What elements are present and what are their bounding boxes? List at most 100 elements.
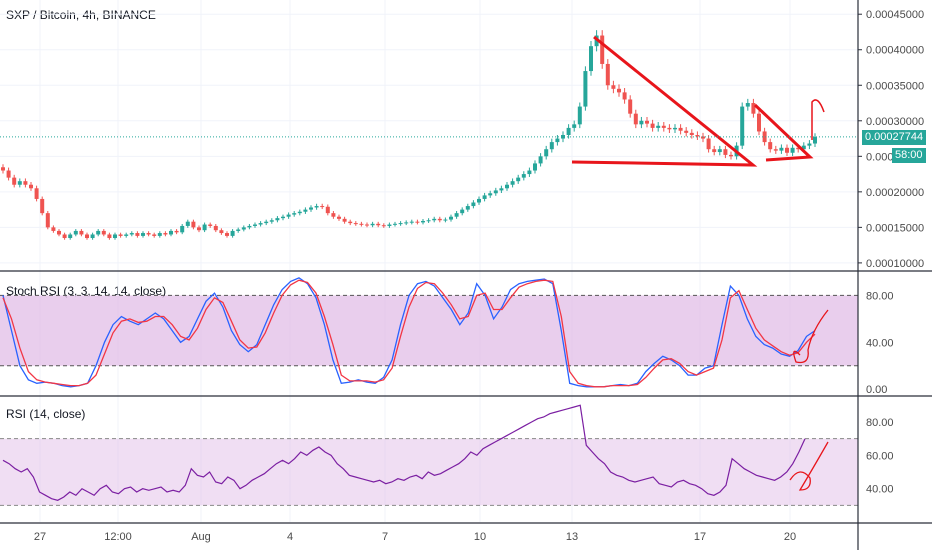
candle-body bbox=[40, 198, 45, 214]
candle-body bbox=[118, 234, 123, 236]
candle-body bbox=[309, 207, 313, 210]
candle-body bbox=[241, 227, 246, 230]
arrow-sketch-main bbox=[811, 99, 825, 140]
candle-body bbox=[281, 216, 285, 219]
candle-body bbox=[191, 221, 196, 228]
candle-body bbox=[258, 223, 263, 225]
candle-body bbox=[208, 224, 213, 226]
candle-body bbox=[409, 221, 414, 223]
candle-body bbox=[342, 218, 347, 222]
candle-body bbox=[684, 130, 689, 133]
y-tick-label: 0.00015000 bbox=[866, 222, 924, 234]
candle-body bbox=[505, 184, 509, 189]
candle-body bbox=[622, 92, 627, 100]
candle-body bbox=[701, 136, 705, 139]
rsi-y-tick-label: 40.00 bbox=[866, 484, 894, 496]
candle-body bbox=[633, 113, 638, 125]
candle-body bbox=[656, 125, 661, 128]
candle-body bbox=[34, 188, 39, 199]
candle-body bbox=[146, 233, 151, 235]
candle-body bbox=[337, 216, 341, 219]
candle-body bbox=[583, 71, 588, 107]
candle-body bbox=[29, 184, 33, 189]
candle-body bbox=[785, 147, 789, 153]
candle-body bbox=[370, 223, 375, 226]
candle-body bbox=[230, 230, 235, 236]
x-tick-label: 10 bbox=[474, 531, 486, 543]
candle-body bbox=[628, 99, 633, 114]
candle-body bbox=[398, 223, 403, 225]
candle-body bbox=[57, 230, 61, 235]
candle-body bbox=[365, 224, 369, 226]
candle-body bbox=[790, 147, 795, 153]
stoch-k-line bbox=[2, 277, 816, 388]
candle-body bbox=[801, 145, 806, 150]
x-tick-label: 7 bbox=[382, 531, 388, 543]
y-tick-label: 0.00020000 bbox=[866, 187, 924, 199]
candle-body bbox=[762, 131, 767, 143]
candle-body bbox=[141, 233, 145, 236]
candle-body bbox=[381, 225, 386, 227]
candle-body bbox=[493, 190, 498, 194]
candle-body bbox=[437, 218, 442, 221]
triangle-drawing-2 bbox=[753, 103, 814, 162]
candle-body bbox=[225, 233, 229, 236]
candle-body bbox=[499, 188, 504, 191]
candle-body bbox=[426, 220, 431, 222]
candle-body bbox=[544, 149, 549, 157]
candle-body bbox=[236, 229, 241, 231]
candle-body bbox=[561, 135, 565, 139]
bar-countdown-label: 58:00 bbox=[892, 147, 926, 163]
candle-body bbox=[689, 132, 694, 135]
candle-body bbox=[107, 234, 112, 239]
candle-body bbox=[68, 234, 73, 239]
candle-body bbox=[639, 120, 644, 125]
candle-body bbox=[572, 124, 577, 128]
candle-body bbox=[745, 103, 750, 107]
y-tick-label: 0.00035000 bbox=[866, 80, 924, 92]
candle-body bbox=[449, 216, 453, 220]
rsi-y-tick-label: 60.00 bbox=[866, 450, 894, 462]
candle-body bbox=[673, 127, 677, 130]
candle-body bbox=[314, 206, 319, 208]
candle-body bbox=[432, 218, 437, 221]
candle-body bbox=[325, 206, 330, 214]
candle-body bbox=[376, 223, 381, 226]
candle-body bbox=[51, 227, 56, 231]
candle-body bbox=[813, 136, 817, 144]
candle-body bbox=[135, 233, 140, 236]
candle-body bbox=[129, 233, 134, 235]
candle-body bbox=[320, 206, 325, 208]
candle-body bbox=[516, 177, 521, 182]
candle-body bbox=[611, 85, 616, 89]
candle-body bbox=[645, 120, 649, 124]
grid bbox=[0, 0, 858, 522]
candle-body bbox=[45, 213, 50, 228]
candle-body bbox=[85, 234, 89, 239]
candle-body bbox=[79, 230, 84, 235]
x-tick-label: 12:00 bbox=[104, 531, 132, 543]
stoch-y-tick-label: 40.00 bbox=[866, 337, 894, 349]
candle-body bbox=[113, 234, 117, 239]
candle-body bbox=[23, 181, 28, 185]
candle-body bbox=[538, 156, 543, 164]
y-tick-label: 0.00010000 bbox=[866, 258, 924, 270]
candle-body bbox=[661, 125, 666, 128]
candle-body bbox=[779, 147, 784, 151]
candle-body bbox=[421, 220, 425, 223]
candle-body bbox=[1, 167, 5, 171]
stoch-d-line bbox=[2, 279, 816, 388]
stoch-rsi-lines bbox=[2, 277, 816, 388]
candle-body bbox=[605, 63, 610, 86]
candle-body bbox=[96, 230, 101, 235]
x-tick-label: 20 bbox=[784, 531, 796, 543]
candle-body bbox=[174, 230, 179, 233]
x-tick-label: Aug bbox=[191, 531, 211, 543]
user-drawings bbox=[571, 35, 829, 491]
candle-body bbox=[454, 213, 459, 217]
candle-body bbox=[740, 106, 745, 146]
stoch-y-tick-label: 80.00 bbox=[866, 290, 894, 302]
candle-body bbox=[169, 230, 173, 235]
